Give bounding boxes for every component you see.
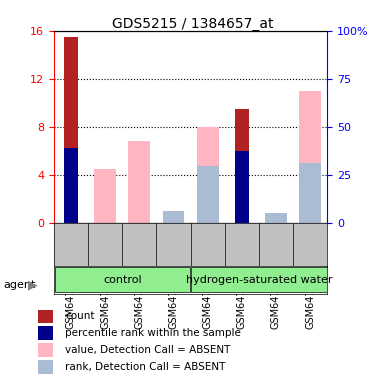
Bar <box>94 169 116 223</box>
Text: value, Detection Call = ABSENT: value, Detection Call = ABSENT <box>65 345 231 355</box>
Bar <box>38 343 53 357</box>
Text: hydrogen-saturated water: hydrogen-saturated water <box>186 275 332 285</box>
Text: agent: agent <box>4 280 36 290</box>
Bar <box>235 109 249 223</box>
Bar <box>162 211 184 223</box>
Bar <box>55 268 190 292</box>
Bar <box>64 148 78 223</box>
Bar <box>64 37 78 223</box>
Text: ▶: ▶ <box>28 279 38 292</box>
Text: GDS5215 / 1384657_at: GDS5215 / 1384657_at <box>112 17 273 31</box>
Bar <box>197 166 219 223</box>
Text: rank, Detection Call = ABSENT: rank, Detection Call = ABSENT <box>65 362 226 372</box>
Bar <box>265 213 287 223</box>
Text: percentile rank within the sample: percentile rank within the sample <box>65 328 241 338</box>
Bar <box>191 268 326 292</box>
Bar <box>197 127 219 223</box>
Bar <box>38 360 53 374</box>
Bar <box>299 91 321 223</box>
Text: count: count <box>65 311 95 321</box>
Bar <box>128 141 150 223</box>
Text: control: control <box>103 275 142 285</box>
Bar <box>299 163 321 223</box>
Bar <box>235 151 249 223</box>
Bar <box>38 310 53 323</box>
Bar <box>38 326 53 340</box>
